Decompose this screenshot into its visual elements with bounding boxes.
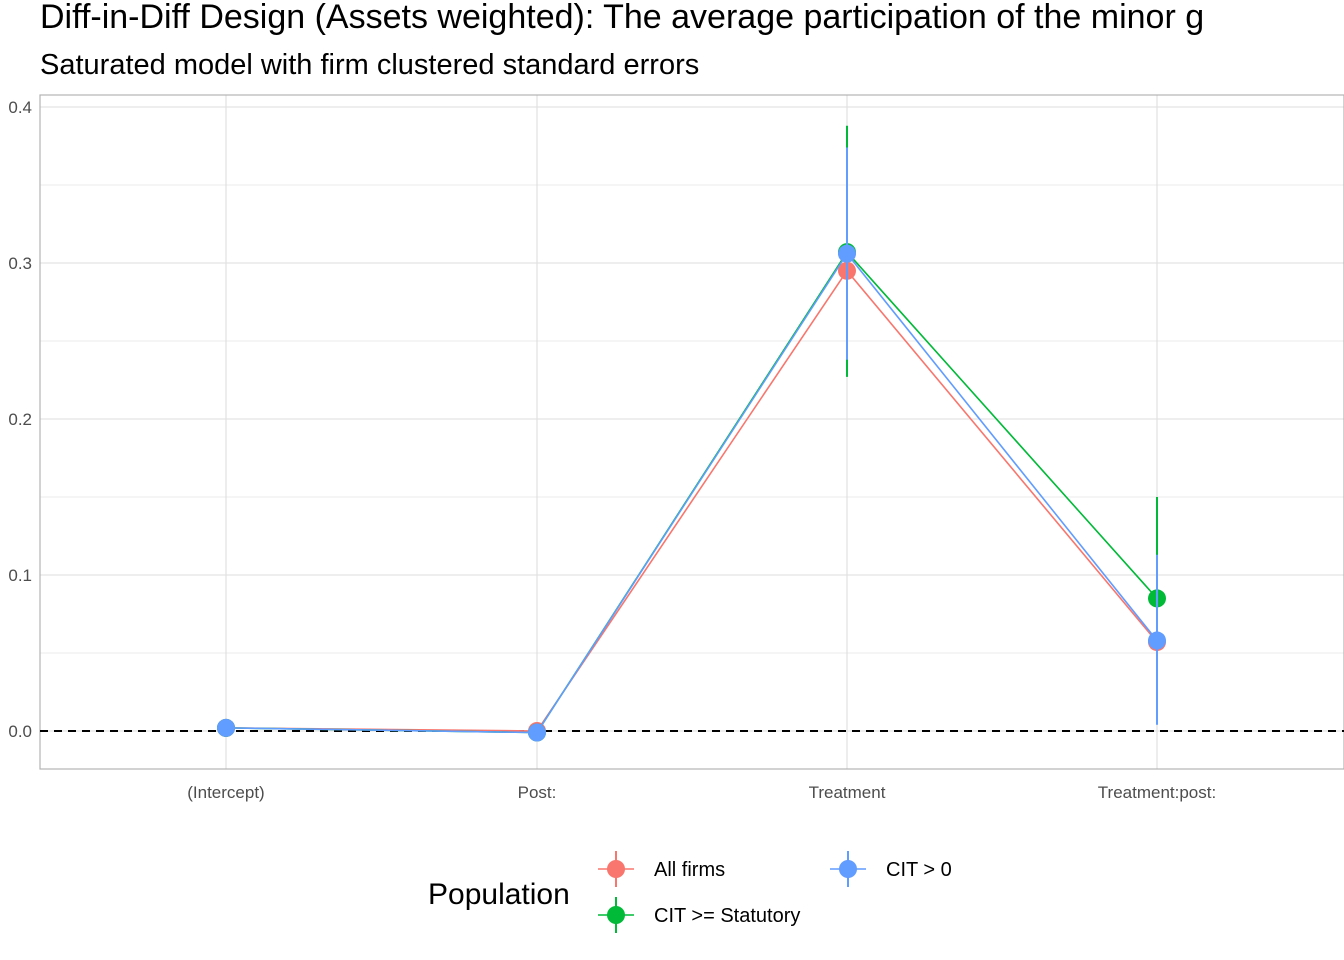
legend-item: All firms <box>598 851 725 887</box>
plot-area <box>39 94 1344 770</box>
series-line <box>225 252 1158 734</box>
legend-label: CIT >= Statutory <box>654 905 800 927</box>
x-axis: (Intercept) Post: Treatment Treatment:post: <box>187 783 1216 802</box>
legend-key-point <box>839 860 857 878</box>
y-tick-label: 0.0 <box>8 722 32 741</box>
y-tick-label: 0.1 <box>8 566 32 585</box>
x-tick-label: Treatment:post: <box>1098 783 1216 802</box>
series-group <box>217 125 1166 742</box>
legend-key-point <box>607 906 625 924</box>
x-tick-label: Treatment <box>809 783 886 802</box>
y-tick-label: 0.2 <box>8 410 32 429</box>
chart-title: Diff-in-Diff Design (Assets weighted): T… <box>40 0 1204 36</box>
data-point <box>838 244 856 263</box>
legend: Population All firms CIT >= Statutory CIT … <box>428 851 952 933</box>
series-group <box>217 261 1166 740</box>
y-tick-label: 0.4 <box>8 98 32 117</box>
y-axis: 0.0 0.1 0.2 0.3 0.4 <box>8 98 32 741</box>
x-tick-label: (Intercept) <box>187 783 264 802</box>
series-group <box>217 147 1166 742</box>
legend-key-point <box>607 860 625 878</box>
data-point <box>1148 631 1166 650</box>
y-tick-label: 0.3 <box>8 254 32 273</box>
legend-title: Population <box>428 878 570 911</box>
data-point <box>528 723 546 742</box>
data-point <box>217 718 235 737</box>
legend-label: CIT > 0 <box>886 859 952 881</box>
x-tick-label: Post: <box>518 783 557 802</box>
series-line <box>225 250 1158 734</box>
legend-item: CIT > 0 <box>830 851 952 887</box>
series-line <box>225 269 1158 732</box>
panel-border <box>39 94 1344 770</box>
chart-subtitle: Saturated model with firm clustered stan… <box>40 49 699 81</box>
legend-label: All firms <box>654 859 725 881</box>
legend-item: CIT >= Statutory <box>598 897 800 933</box>
